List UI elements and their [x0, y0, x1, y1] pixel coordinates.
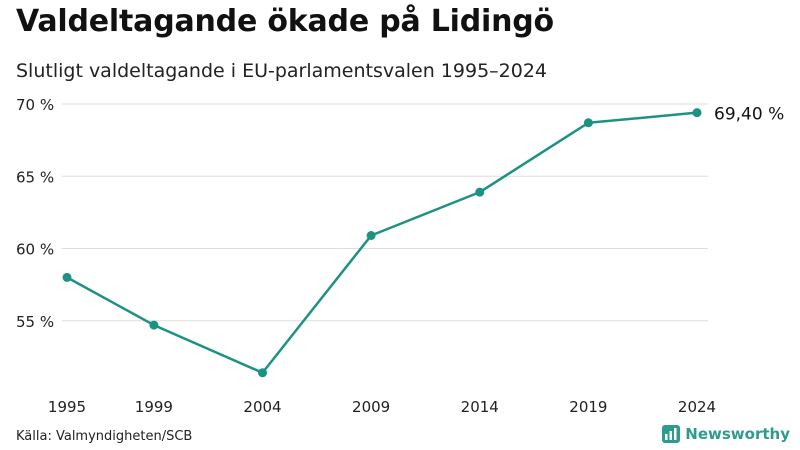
x-tick-label: 2014: [461, 398, 499, 416]
source-note: Källa: Valmyndigheten/SCB: [16, 429, 193, 444]
y-tick-label: 65 %: [16, 168, 54, 186]
brand-logo: Newsworthy: [662, 425, 790, 443]
data-point: [692, 108, 702, 118]
x-tick-label: 2009: [352, 398, 390, 416]
x-tick-label: 1995: [48, 398, 86, 416]
data-point: [62, 272, 72, 282]
x-tick-label: 2004: [243, 398, 281, 416]
data-point: [475, 187, 485, 197]
y-tick-label: 70 %: [16, 96, 54, 114]
series-line: [66, 111, 698, 375]
data-point: [583, 118, 593, 128]
end-value-label: 69,40 %: [714, 105, 784, 125]
newsworthy-logo-icon: [662, 425, 681, 443]
chart-title: Valdeltagande ökade på Lidingö: [16, 4, 554, 39]
brand-name: Newsworthy: [685, 425, 790, 443]
x-tick-label: 1999: [135, 398, 173, 416]
x-tick-label: 2019: [569, 398, 607, 416]
data-point: [258, 368, 268, 378]
y-tick-label: 60 %: [16, 241, 54, 259]
chart-subtitle: Slutligt valdeltagande i EU-parlamentsva…: [16, 60, 548, 82]
data-point: [366, 230, 376, 240]
x-tick-label: 2024: [678, 398, 716, 416]
data-point: [149, 320, 159, 330]
y-tick-label: 55 %: [16, 313, 54, 331]
